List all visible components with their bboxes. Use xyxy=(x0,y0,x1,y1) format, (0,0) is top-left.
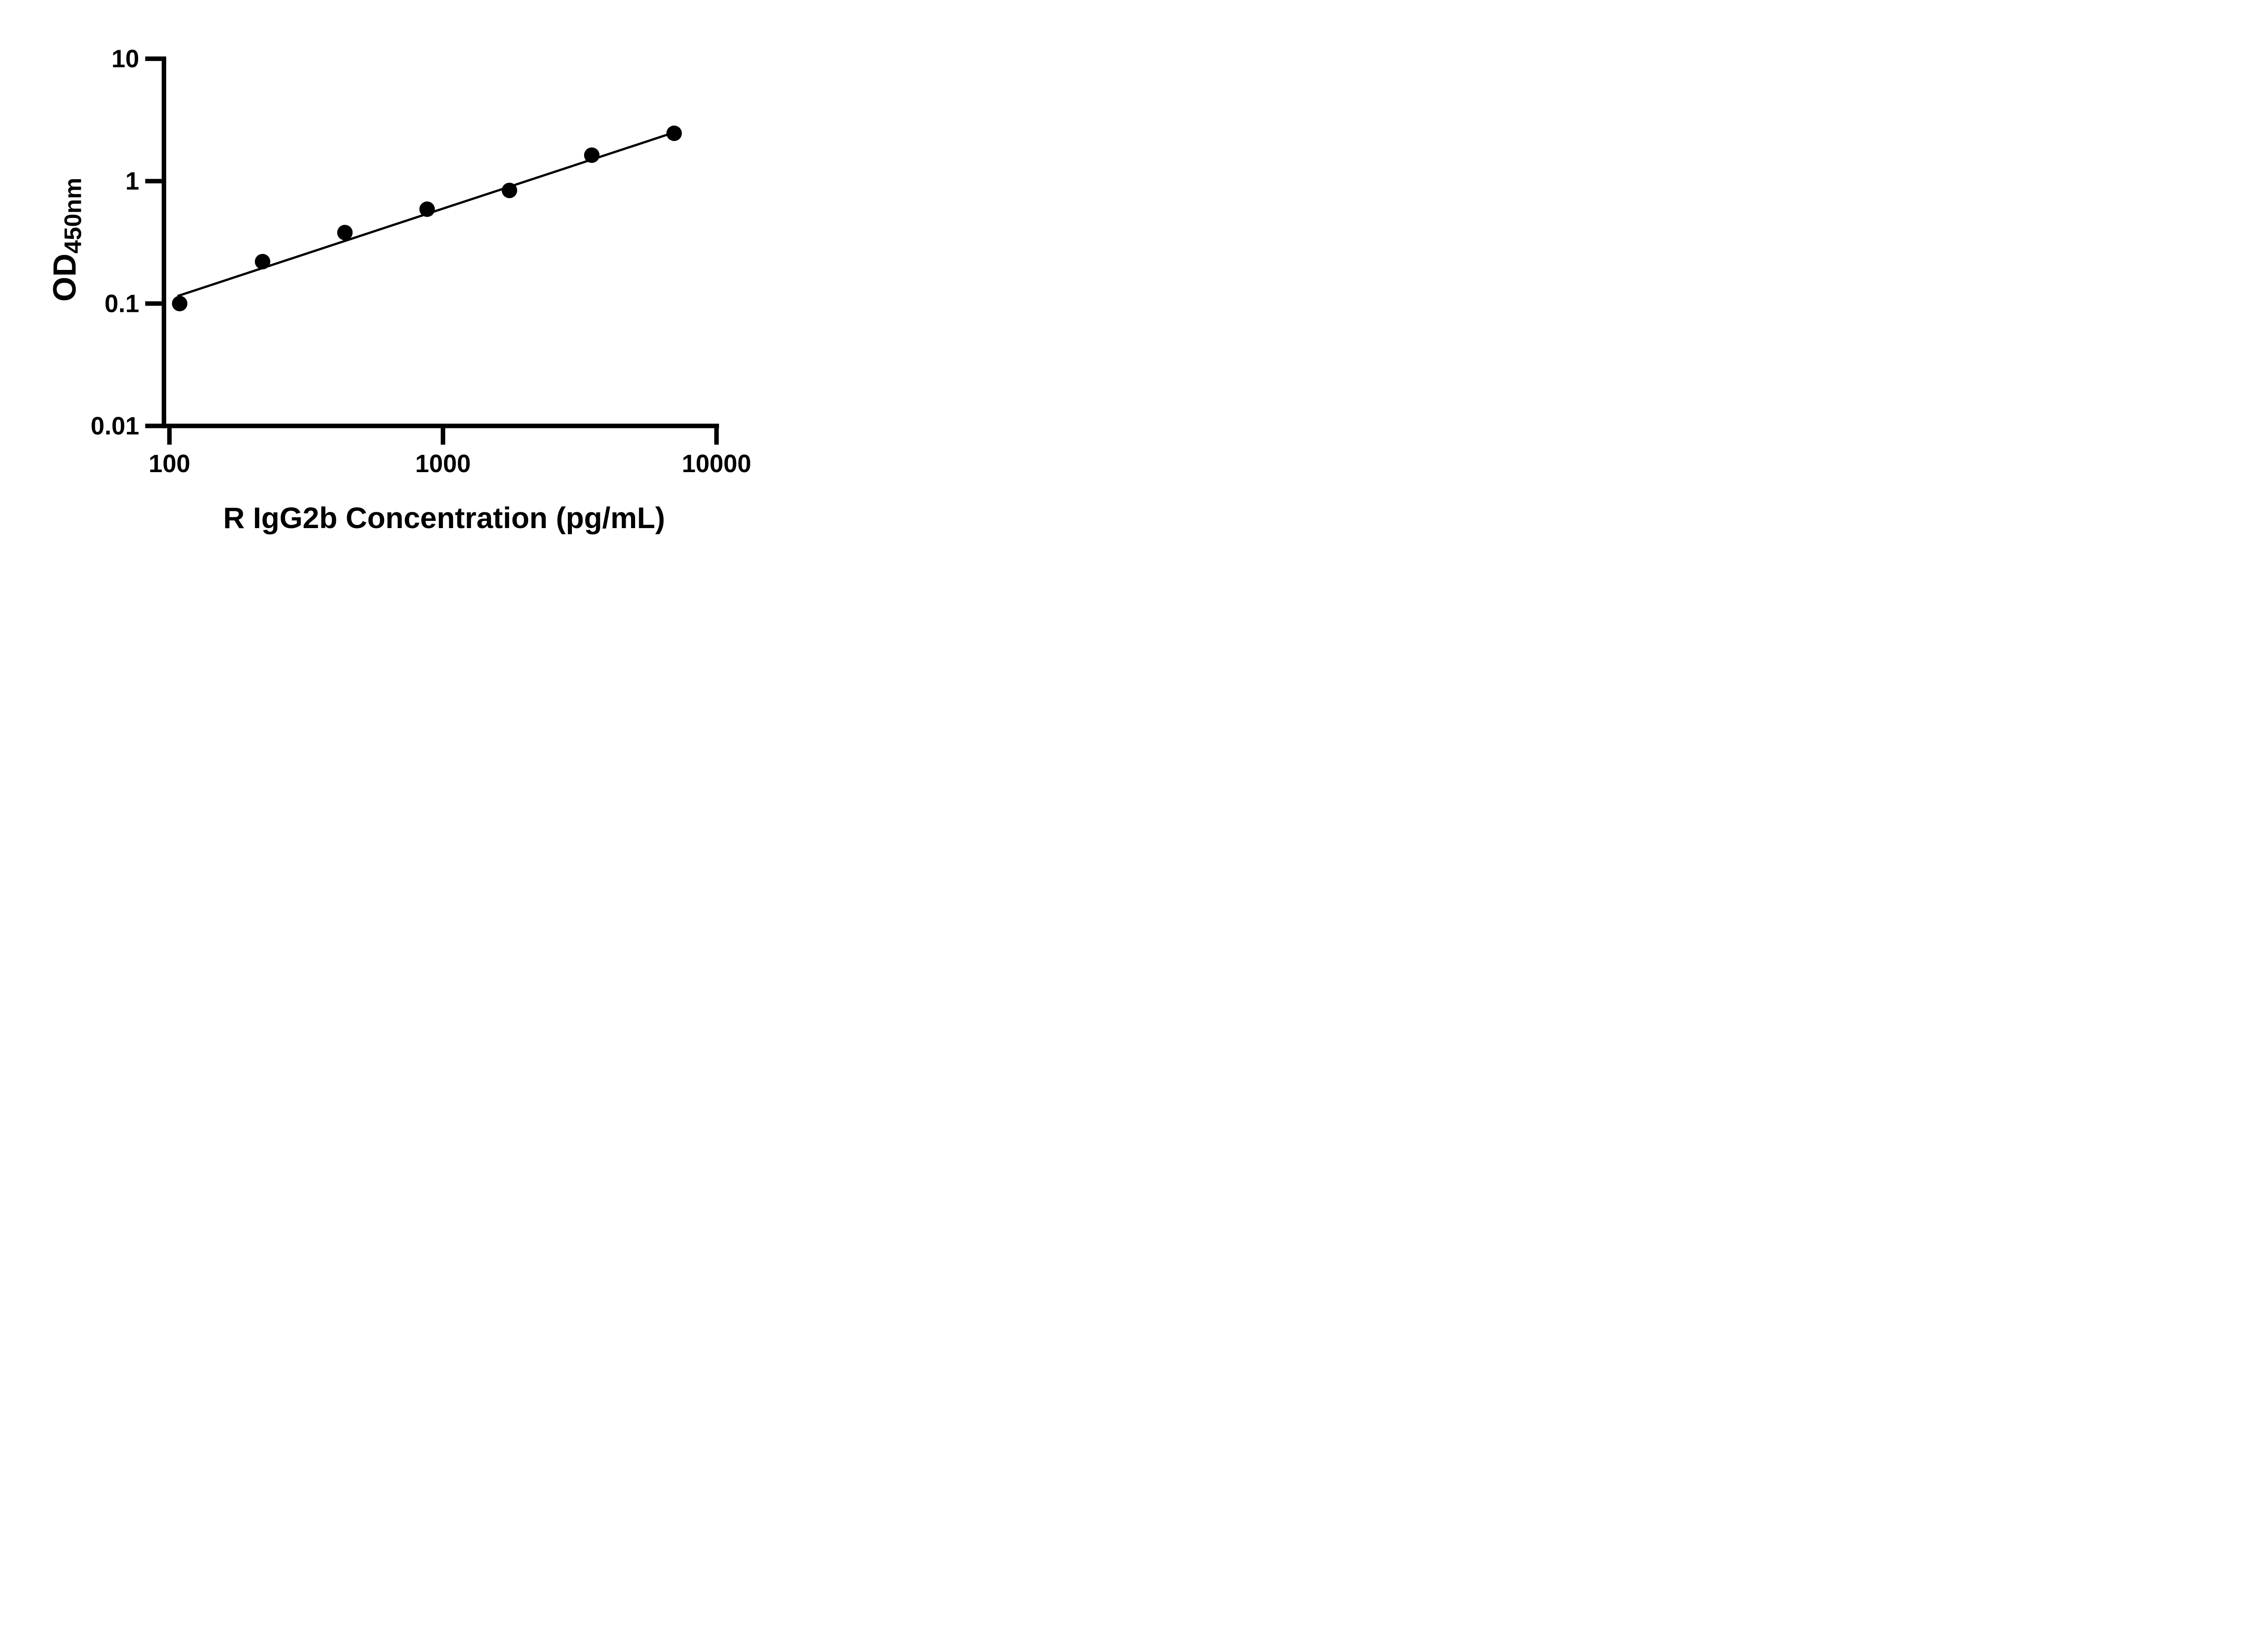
chart-plot: 100 1000 10000 10 1 0.1 0.01 xyxy=(91,45,752,478)
data-point xyxy=(337,225,353,241)
x-axis-tick-label: 100 xyxy=(149,450,190,478)
y-axis-tick-label: 1 xyxy=(125,167,139,195)
x-axis-tick-label: 1000 xyxy=(415,450,471,478)
y-axis-title: OD450nm xyxy=(47,177,87,302)
y-axis-tick-label: 0.01 xyxy=(91,412,139,440)
data-point xyxy=(666,125,682,141)
x-axis-tick-label: 10000 xyxy=(682,450,751,478)
data-point xyxy=(584,147,600,163)
data-point xyxy=(255,254,270,269)
x-axis-title: R IgG2b Concentration (pg/mL) xyxy=(223,501,665,534)
y-axis-title-main: OD xyxy=(47,253,83,302)
y-axis-tick-label: 0.1 xyxy=(104,289,139,317)
data-point xyxy=(172,296,188,311)
data-point xyxy=(419,201,435,217)
elisa-standard-curve-figure: 100 1000 10000 10 1 0.1 0.01 OD450nm R IgG2b C… xyxy=(18,7,790,558)
y-axis-tick-label: 10 xyxy=(111,45,139,73)
y-axis-title-sub: 450nm xyxy=(60,177,87,254)
data-point xyxy=(502,182,517,199)
